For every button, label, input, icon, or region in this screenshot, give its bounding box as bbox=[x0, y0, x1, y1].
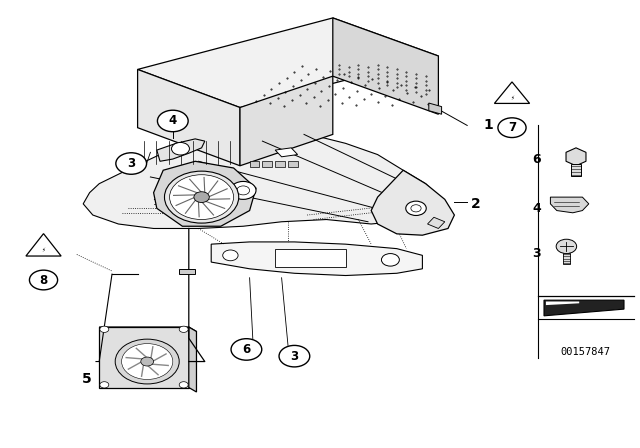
Circle shape bbox=[29, 270, 58, 290]
Polygon shape bbox=[429, 103, 442, 114]
Text: 00157847: 00157847 bbox=[561, 347, 611, 357]
Polygon shape bbox=[546, 302, 579, 305]
Circle shape bbox=[406, 201, 426, 215]
Circle shape bbox=[170, 175, 234, 220]
Text: 7: 7 bbox=[508, 121, 516, 134]
Circle shape bbox=[194, 192, 209, 202]
Polygon shape bbox=[333, 18, 438, 114]
Text: 8: 8 bbox=[40, 273, 47, 287]
Polygon shape bbox=[571, 164, 581, 176]
Polygon shape bbox=[211, 242, 422, 276]
Polygon shape bbox=[275, 148, 298, 157]
Text: 3: 3 bbox=[127, 157, 135, 170]
Polygon shape bbox=[99, 327, 189, 388]
Text: 6: 6 bbox=[243, 343, 250, 356]
Circle shape bbox=[100, 326, 109, 332]
Circle shape bbox=[381, 254, 399, 266]
Polygon shape bbox=[138, 69, 240, 166]
Polygon shape bbox=[138, 18, 438, 108]
Polygon shape bbox=[275, 161, 285, 167]
Circle shape bbox=[556, 239, 577, 254]
Circle shape bbox=[279, 345, 310, 367]
Polygon shape bbox=[83, 132, 442, 228]
Polygon shape bbox=[544, 300, 624, 316]
Circle shape bbox=[115, 339, 179, 384]
Circle shape bbox=[100, 382, 109, 388]
Polygon shape bbox=[250, 161, 259, 167]
Circle shape bbox=[179, 382, 188, 388]
Text: 2: 2 bbox=[470, 197, 480, 211]
Polygon shape bbox=[26, 234, 61, 256]
Text: 3: 3 bbox=[291, 349, 298, 363]
Circle shape bbox=[157, 110, 188, 132]
Polygon shape bbox=[240, 76, 333, 166]
Text: 1: 1 bbox=[483, 118, 493, 133]
Circle shape bbox=[237, 186, 250, 195]
Polygon shape bbox=[566, 148, 586, 166]
Circle shape bbox=[116, 153, 147, 174]
Polygon shape bbox=[428, 217, 445, 228]
Text: ⚡: ⚡ bbox=[42, 248, 45, 254]
Circle shape bbox=[230, 181, 256, 199]
Circle shape bbox=[141, 357, 154, 366]
Text: ⚡: ⚡ bbox=[510, 96, 514, 101]
Circle shape bbox=[164, 171, 239, 223]
Circle shape bbox=[231, 339, 262, 360]
Circle shape bbox=[172, 142, 189, 155]
Circle shape bbox=[411, 205, 421, 212]
Circle shape bbox=[122, 344, 173, 379]
Polygon shape bbox=[179, 269, 195, 274]
Text: 6: 6 bbox=[532, 152, 541, 166]
Polygon shape bbox=[563, 253, 570, 264]
Polygon shape bbox=[275, 249, 346, 267]
Polygon shape bbox=[495, 82, 530, 103]
Polygon shape bbox=[189, 327, 196, 392]
Polygon shape bbox=[371, 170, 454, 235]
Circle shape bbox=[179, 326, 188, 332]
Polygon shape bbox=[99, 327, 196, 332]
Text: 5: 5 bbox=[81, 371, 92, 386]
Polygon shape bbox=[154, 161, 256, 226]
Text: 3: 3 bbox=[532, 246, 541, 260]
Polygon shape bbox=[288, 161, 298, 167]
Circle shape bbox=[498, 118, 526, 138]
Polygon shape bbox=[550, 197, 589, 213]
Polygon shape bbox=[262, 161, 272, 167]
Polygon shape bbox=[157, 139, 205, 161]
Text: 4: 4 bbox=[532, 202, 541, 215]
Text: 4: 4 bbox=[169, 114, 177, 128]
Circle shape bbox=[223, 250, 238, 261]
